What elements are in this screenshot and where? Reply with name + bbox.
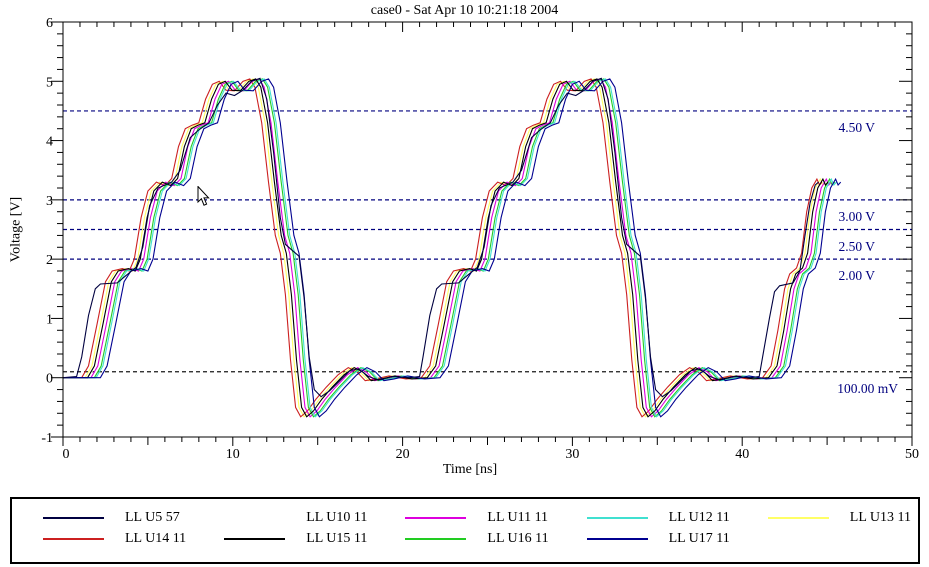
legend-line-swatch: [405, 516, 467, 519]
legend-item: LL U10 11: [193, 507, 374, 528]
threshold-label-3v00: 3.00 V: [838, 208, 875, 224]
trace-ll-u10-11: [63, 78, 830, 418]
legend-item: LL U16 11: [374, 528, 555, 549]
y-tick-label: 3: [46, 194, 53, 209]
legend-item: LL U17 11: [556, 528, 737, 549]
x-tick-label: 0: [63, 447, 70, 462]
legend-item: LL U13 11: [737, 507, 918, 528]
y-tick-label: 5: [46, 75, 53, 90]
legend-line-swatch: [586, 516, 648, 519]
legend-line-swatch: [43, 537, 104, 540]
legend-line-swatch: [43, 516, 104, 519]
y-tick-label: -1: [41, 431, 53, 446]
x-tick-label: 40: [735, 447, 749, 462]
x-tick-label: 30: [565, 447, 579, 462]
legend-line-swatch: [586, 537, 648, 540]
y-tick-label: 2: [46, 253, 53, 268]
legend-line-swatch: [405, 537, 467, 540]
x-tick-label: 50: [905, 447, 919, 462]
threshold-label-4v50: 4.50 V: [838, 119, 875, 135]
legend-item: LL U14 11: [12, 528, 193, 549]
legend-label: LL U15 11: [306, 530, 368, 546]
y-tick-label: 6: [46, 16, 53, 31]
legend: LL U5 57 LL U10 11 LL U11 11 LL U12 11 LL U1…: [10, 497, 920, 564]
y-tick-label: 4: [46, 135, 53, 150]
legend-item: LL U11 11: [374, 507, 555, 528]
y-tick-label: 0: [46, 372, 53, 387]
legend-item: LL U12 11: [556, 507, 737, 528]
waveform-traces: [63, 77, 842, 418]
legend-label: LL U11 11: [487, 509, 549, 525]
trace-ll-u11-11: [63, 78, 832, 418]
plot-title: case0 - Sat Apr 10 10:21:18 2004: [370, 3, 559, 18]
legend-item: LL U5 57: [12, 507, 193, 528]
trace-ll-u17-11: [63, 78, 842, 418]
mouse-cursor-icon: [197, 186, 210, 206]
legend-label: LL U16 11: [487, 530, 549, 546]
legend-line-swatch: [767, 516, 829, 519]
waveform-plot-canvas[interactable]: 0 10 20 30 40 50 -1 0 1 2 3 4 5 6: [0, 0, 929, 495]
legend-label: LL U13 11: [849, 509, 911, 525]
x-tick-label: 10: [226, 447, 240, 462]
x-axis-label: Time [ns]: [442, 462, 498, 477]
legend-label: LL U17 11: [668, 530, 730, 546]
y-tick-label: 1: [46, 312, 53, 327]
trace-ll-u15-11: [63, 78, 829, 418]
x-tick-label: 20: [396, 447, 410, 462]
threshold-label-2v00: 2.00 V: [838, 268, 875, 284]
legend-label: LL U14 11: [125, 530, 187, 546]
legend-label: LL U5 57: [125, 509, 180, 525]
trace-ll-u12-11: [63, 78, 837, 418]
threshold-label-100mv: 100.00 mV: [837, 380, 898, 396]
legend-line-swatch: [224, 537, 286, 540]
trace-ll-u5-57: [63, 77, 819, 398]
legend-line-swatch: [224, 516, 286, 519]
legend-item: LL U15 11: [193, 528, 374, 549]
legend-label: LL U10 11: [306, 509, 368, 525]
legend-label: LL U12 11: [668, 509, 730, 525]
threshold-label-2v50: 2.50 V: [838, 238, 875, 254]
